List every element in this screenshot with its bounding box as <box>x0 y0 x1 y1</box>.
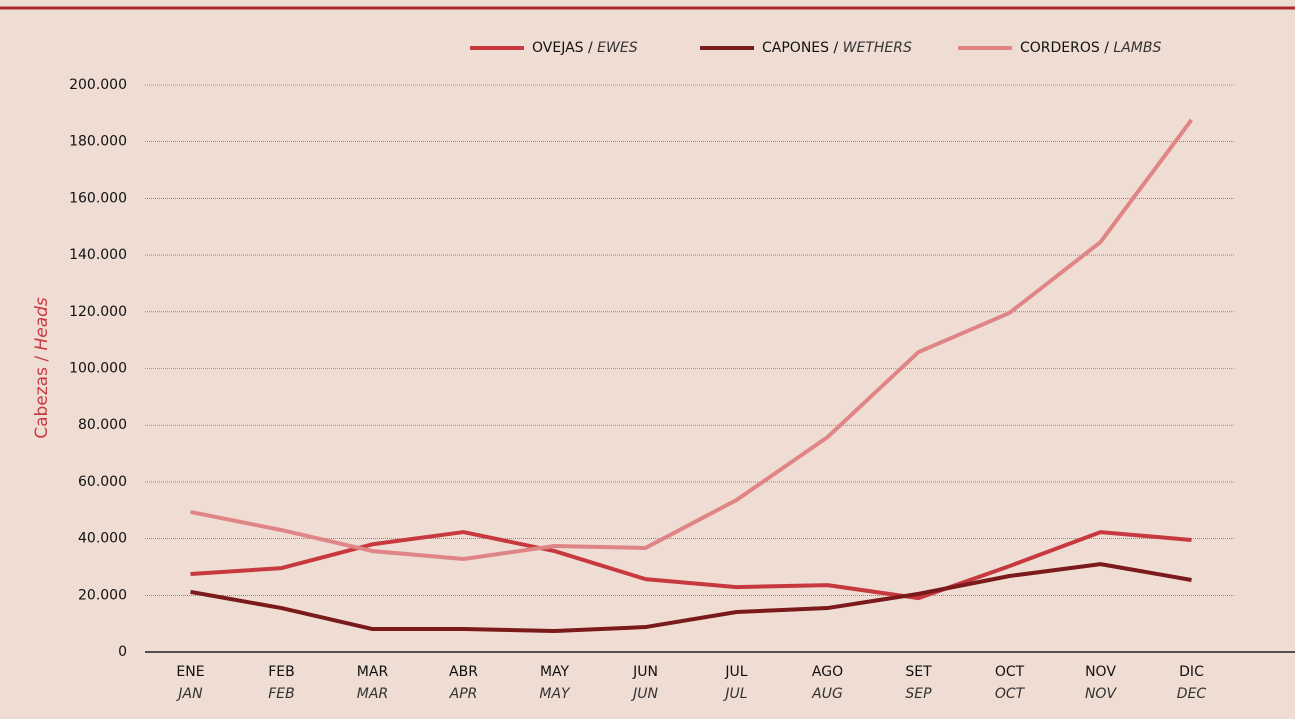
x-tick-label-en: DEC <box>1177 686 1207 702</box>
x-tick-label: AGO <box>812 664 843 680</box>
legend-name-en: EWES <box>597 40 638 56</box>
x-tick-label-en: JUL <box>722 686 747 702</box>
x-tick-label-en: FEB <box>268 686 295 702</box>
x-tick-label-en: MAY <box>539 686 571 702</box>
legend-name-en: WETHERS <box>843 40 912 56</box>
x-tick-label: NOV <box>1085 664 1116 680</box>
x-tick-label-en: MAR <box>357 686 388 702</box>
y-tick-label: 120.000 <box>69 304 127 320</box>
legend-name: CAPONES / <box>762 40 838 56</box>
y-tick-label: 80.000 <box>78 417 127 433</box>
x-tick-label: ABR <box>449 664 478 680</box>
series-line <box>190 118 1194 562</box>
x-tick-label: JUN <box>632 664 658 680</box>
legend-label: OVEJAS / EWES <box>532 40 638 56</box>
x-tick-label-en: NOV <box>1085 686 1117 702</box>
x-tick-label-en: SEP <box>905 686 932 702</box>
y-label-en: Heads <box>32 297 52 350</box>
x-tick-label-en: APR <box>449 686 478 702</box>
x-tick-label-en: OCT <box>995 686 1026 702</box>
y-tick-label: 0 <box>118 644 127 660</box>
legend-label: CORDEROS / LAMBS <box>1020 40 1161 56</box>
legend-name-en: LAMBS <box>1113 40 1161 56</box>
x-tick-label-en: AUG <box>811 686 843 702</box>
x-tick-label-en: JAN <box>175 686 203 702</box>
y-tick-label: 140.000 <box>69 247 127 263</box>
y-tick-label: 20.000 <box>78 587 127 603</box>
y-tick-label: 60.000 <box>78 474 127 490</box>
y-axis-label: Cabezas / Heads <box>32 297 52 439</box>
x-tick-label: MAY <box>540 664 570 680</box>
y-tick-label: 200.000 <box>69 77 127 93</box>
legend-name: OVEJAS / <box>532 40 593 56</box>
y-tick-label: 160.000 <box>69 190 127 206</box>
x-tick-label: MAR <box>357 664 389 680</box>
legend-name: CORDEROS / <box>1020 40 1109 56</box>
y-tick-label: 180.000 <box>69 134 127 150</box>
y-tick-label: 100.000 <box>69 361 127 377</box>
x-tick-label: SET <box>905 664 932 680</box>
x-tick-label: OCT <box>995 664 1025 680</box>
series-line <box>190 562 1192 634</box>
x-tick-label: ENE <box>176 664 204 680</box>
x-tick-label: FEB <box>268 664 295 680</box>
y-tick-label: 40.000 <box>78 531 127 547</box>
x-tick-label: JUL <box>724 664 747 680</box>
y-label-es: Cabezas / <box>32 356 52 439</box>
x-tick-label: DIC <box>1179 664 1204 680</box>
x-tick-label-en: JUN <box>630 686 658 702</box>
legend-label: CAPONES / WETHERS <box>762 40 912 56</box>
